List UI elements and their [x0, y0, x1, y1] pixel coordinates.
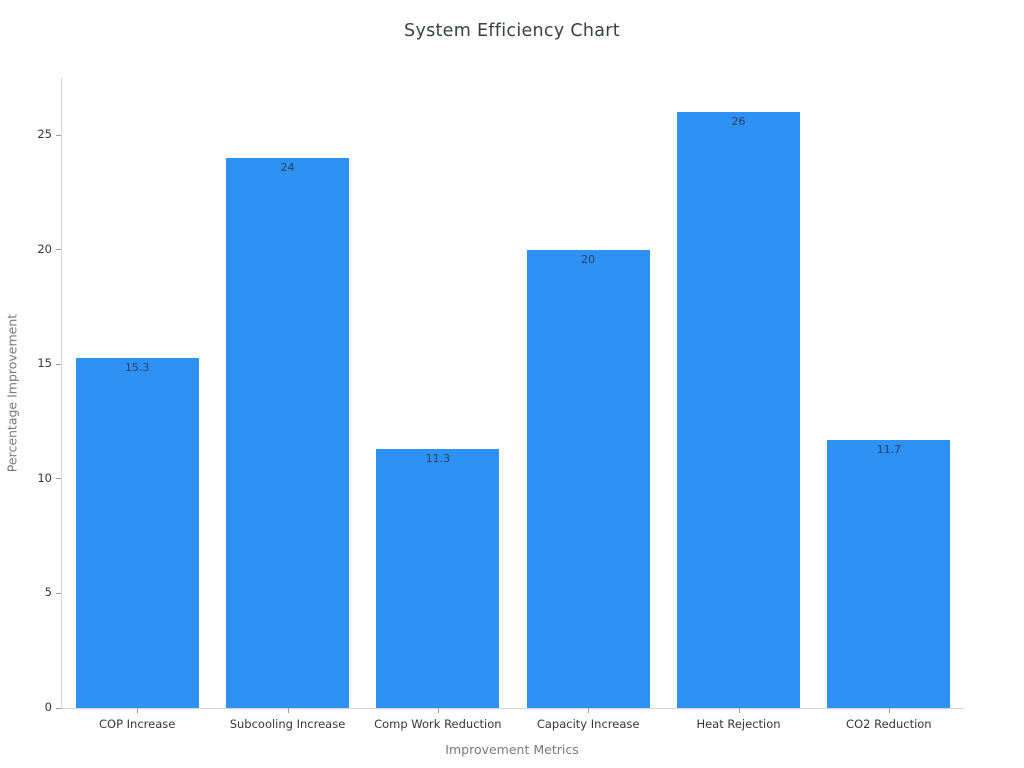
bar-capacity-increase: 20 — [526, 249, 650, 708]
y-tick-label: 10 — [37, 470, 52, 485]
y-tick-label: 5 — [44, 585, 52, 600]
x-tick-label: CO2 Reduction — [846, 717, 932, 731]
y-tick-mark — [56, 249, 61, 251]
bar-comp-work-reduction: 11.3 — [376, 449, 500, 708]
x-tick-label: Heat Rejection — [696, 717, 781, 731]
y-tick-mark — [56, 363, 61, 365]
bar-value-label: 15.3 — [124, 360, 150, 374]
bar-value-label: 20 — [581, 252, 596, 266]
bar-value-label: 26 — [731, 115, 746, 129]
x-tick-mark — [137, 708, 139, 713]
y-axis-title: Percentage Improvement — [4, 313, 20, 473]
bar-co2-reduction: 11.7 — [827, 439, 951, 708]
x-axis-title: Improvement Metrics — [445, 742, 579, 757]
bar-value-label: 11.3 — [425, 452, 451, 466]
chart-title: System Efficiency Chart — [404, 21, 620, 41]
y-tick-mark — [56, 134, 61, 136]
y-tick-label: 20 — [37, 241, 52, 256]
bar-cop-increase: 15.3 — [75, 357, 199, 708]
x-tick-mark — [888, 708, 890, 713]
x-tick-label: Capacity Increase — [536, 717, 640, 731]
x-tick-label: Comp Work Reduction — [374, 717, 502, 731]
y-tick-mark — [56, 478, 61, 480]
bar-value-label: 11.7 — [876, 442, 902, 456]
x-tick-label: Subcooling Increase — [229, 717, 346, 731]
bar-heat-rejection: 26 — [677, 112, 800, 708]
bar-subcooling-increase: 24 — [226, 158, 349, 708]
x-tick-mark — [287, 708, 289, 713]
y-tick-label: 15 — [37, 356, 52, 371]
bar-value-label: 24 — [280, 161, 295, 175]
y-tick-label: 25 — [37, 127, 52, 142]
y-tick-label: 0 — [44, 700, 52, 714]
y-tick-mark — [56, 707, 61, 709]
x-tick-label: COP Increase — [98, 717, 176, 731]
y-tick-mark — [56, 592, 61, 594]
x-tick-mark — [588, 708, 590, 713]
x-tick-mark — [738, 708, 740, 713]
x-tick-mark — [437, 708, 439, 713]
plot-area: 15.3 COP Increase 24 Subcooling Increase 11.… — [37, 78, 964, 731]
